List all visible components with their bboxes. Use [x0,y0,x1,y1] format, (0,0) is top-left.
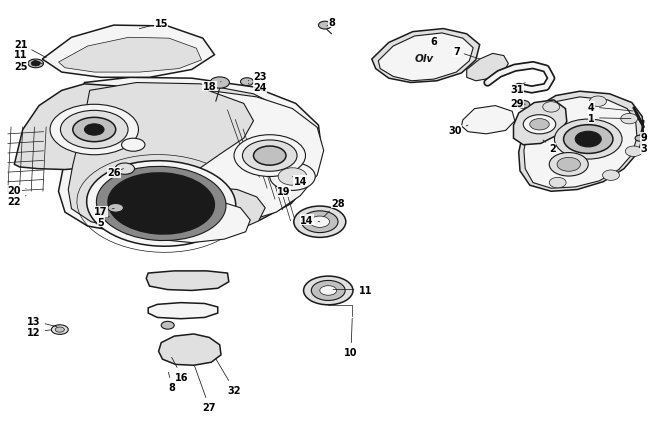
Text: 20: 20 [8,186,26,196]
Text: 9: 9 [640,133,647,143]
Text: 16: 16 [172,358,188,381]
Text: 2: 2 [543,141,556,154]
Ellipse shape [108,204,124,213]
Text: 31: 31 [510,83,525,95]
Ellipse shape [557,158,580,172]
Ellipse shape [318,22,332,30]
Text: 8: 8 [327,18,335,27]
Text: 21: 21 [14,40,46,59]
Text: 26: 26 [107,168,124,178]
Text: 8: 8 [168,372,176,392]
Ellipse shape [311,281,345,301]
Polygon shape [58,38,202,73]
Ellipse shape [549,178,566,188]
Ellipse shape [73,118,116,142]
Ellipse shape [84,125,104,136]
Polygon shape [68,83,309,231]
Ellipse shape [302,211,338,233]
Ellipse shape [270,163,315,191]
Text: 12: 12 [27,327,51,337]
Ellipse shape [523,115,556,135]
Polygon shape [159,334,221,365]
Ellipse shape [575,132,601,148]
Text: 32: 32 [216,359,240,395]
Text: 13: 13 [27,316,57,327]
Polygon shape [14,85,163,170]
Text: 1: 1 [588,114,631,123]
Ellipse shape [549,153,588,177]
Ellipse shape [210,78,229,89]
Polygon shape [462,106,515,135]
Text: 14: 14 [300,216,320,225]
Ellipse shape [31,62,40,67]
Polygon shape [524,98,637,189]
Ellipse shape [240,79,254,86]
Ellipse shape [51,325,68,335]
Polygon shape [109,187,265,237]
Text: 11: 11 [14,50,43,65]
Ellipse shape [530,119,549,131]
Polygon shape [42,26,214,78]
Text: 3: 3 [640,144,647,154]
Ellipse shape [278,168,307,186]
Ellipse shape [543,102,560,113]
Ellipse shape [590,97,606,107]
Polygon shape [146,271,229,291]
Ellipse shape [50,105,138,155]
Ellipse shape [320,286,337,296]
Ellipse shape [304,276,353,305]
Ellipse shape [234,135,306,177]
Ellipse shape [635,136,645,142]
Ellipse shape [86,161,236,247]
Polygon shape [125,200,250,243]
Ellipse shape [603,171,619,181]
Text: 5: 5 [98,217,109,227]
Text: 6: 6 [431,37,437,47]
Ellipse shape [242,141,297,172]
Text: 23: 23 [248,72,266,82]
Polygon shape [148,303,218,319]
Ellipse shape [55,327,64,332]
Text: 17: 17 [94,207,114,217]
Polygon shape [372,30,480,83]
Text: 19: 19 [278,187,291,197]
Ellipse shape [625,147,642,157]
Text: 14: 14 [292,177,307,186]
Ellipse shape [310,217,330,228]
Ellipse shape [60,111,128,149]
Ellipse shape [115,164,135,175]
Text: 7: 7 [453,47,480,60]
Ellipse shape [294,207,346,238]
Ellipse shape [621,114,638,125]
Text: 4: 4 [588,103,633,112]
Text: 24: 24 [248,83,266,93]
Ellipse shape [161,322,174,329]
Ellipse shape [554,120,622,160]
Text: 10: 10 [344,319,358,357]
Text: 25: 25 [14,62,35,71]
Text: 18: 18 [203,82,221,92]
Ellipse shape [122,139,145,152]
Polygon shape [519,92,644,192]
Text: 30: 30 [448,126,468,136]
Ellipse shape [517,101,530,109]
Polygon shape [58,78,322,234]
Text: 22: 22 [8,196,26,207]
Polygon shape [467,54,508,82]
Ellipse shape [108,174,214,234]
Text: 11: 11 [333,285,372,295]
Text: Olv: Olv [414,54,434,63]
Text: 27: 27 [194,366,216,412]
Polygon shape [168,91,324,227]
Text: 28: 28 [324,198,344,217]
Polygon shape [378,34,473,82]
Ellipse shape [254,147,286,166]
Ellipse shape [96,167,226,241]
Polygon shape [514,101,567,145]
Text: 15: 15 [139,19,168,30]
Ellipse shape [564,125,613,154]
Ellipse shape [28,60,44,69]
Text: 29: 29 [510,99,525,108]
